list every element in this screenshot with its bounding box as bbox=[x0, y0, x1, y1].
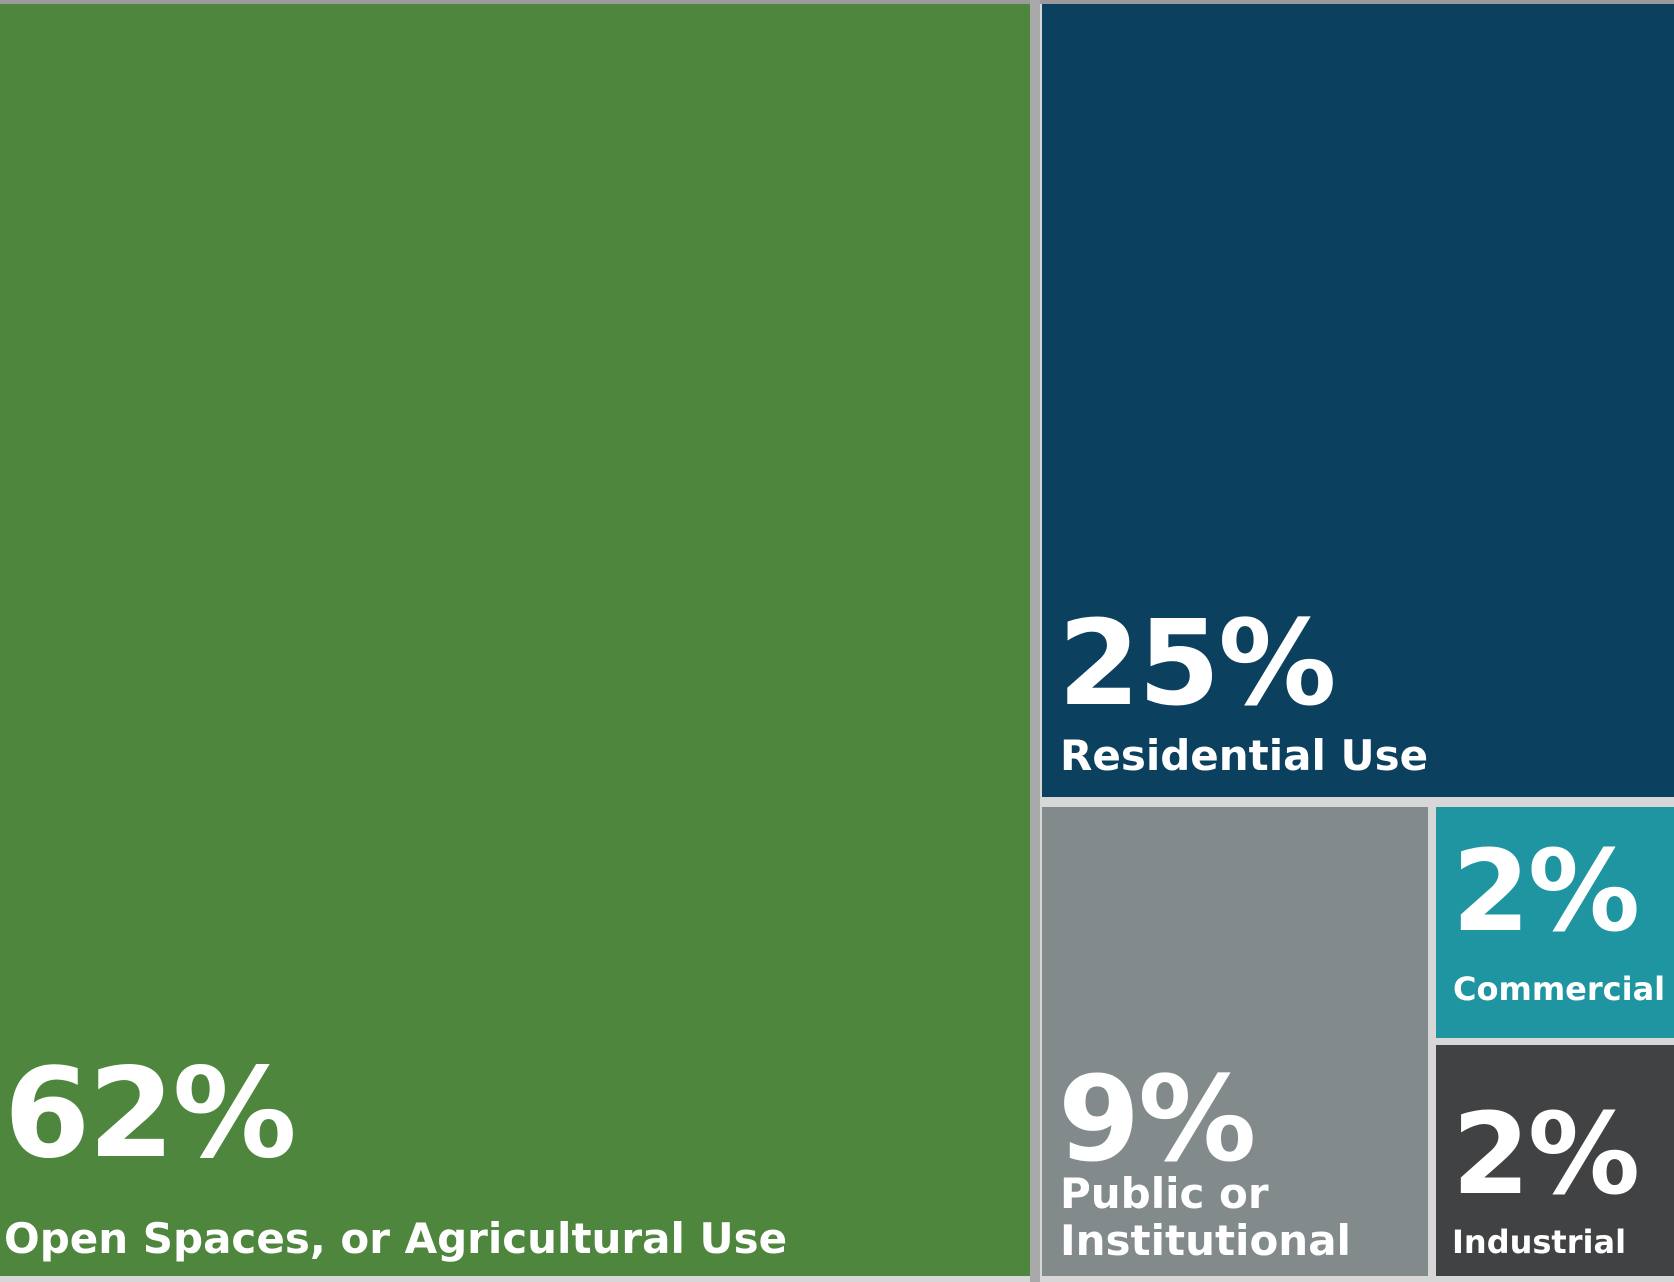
value-label: 2% bbox=[1452, 827, 1640, 957]
tile-commercial: 2% Commercial bbox=[1436, 807, 1674, 1038]
top-border bbox=[0, 0, 1674, 4]
category-label: Commercial bbox=[1453, 970, 1666, 1009]
category-label: Open Spaces, or Agricultural Use bbox=[4, 1213, 788, 1263]
category-label: Public or Institutional bbox=[1060, 1170, 1351, 1264]
tile-public-institutional: 9% Public or Institutional bbox=[1042, 807, 1428, 1276]
tile-open-spaces: 62% Open Spaces, or Agricultural Use bbox=[0, 4, 1030, 1276]
tile-residential: 25% Residential Use bbox=[1042, 4, 1674, 797]
value-label: 2% bbox=[1452, 1090, 1640, 1220]
value-label: 25% bbox=[1058, 594, 1336, 732]
column-separator bbox=[1030, 0, 1040, 1282]
value-label: 62% bbox=[4, 1042, 297, 1186]
category-label-line: Institutional bbox=[1060, 1215, 1351, 1265]
category-label-line: Public or bbox=[1060, 1168, 1269, 1218]
category-label: Industrial bbox=[1452, 1223, 1627, 1262]
category-label: Residential Use bbox=[1060, 730, 1429, 780]
tile-industrial: 2% Industrial bbox=[1436, 1045, 1674, 1276]
value-label: 9% bbox=[1058, 1050, 1256, 1188]
